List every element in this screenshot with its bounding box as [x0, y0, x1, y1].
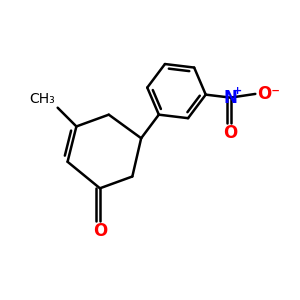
Text: CH₃: CH₃	[29, 92, 55, 106]
Text: O⁻: O⁻	[257, 85, 280, 103]
Text: N: N	[224, 88, 238, 106]
Text: +: +	[232, 86, 242, 96]
Text: O: O	[93, 222, 107, 240]
Text: O: O	[224, 124, 238, 142]
